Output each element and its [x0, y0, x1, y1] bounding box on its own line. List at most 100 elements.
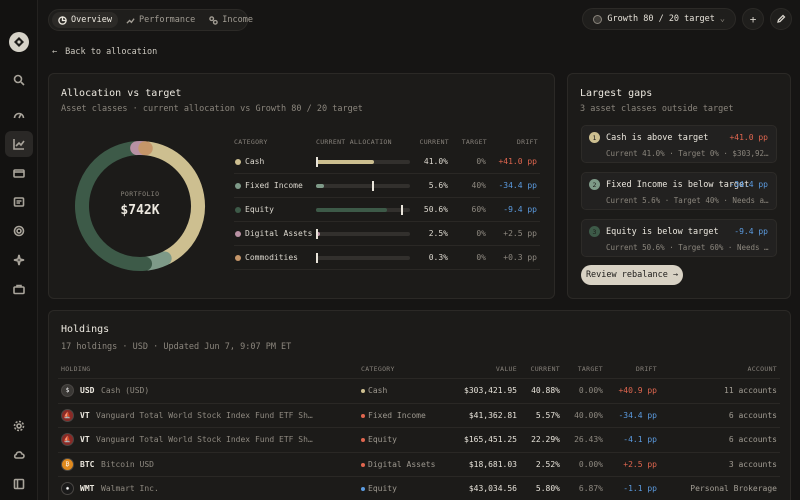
current-value: 5.6% — [428, 181, 448, 190]
allocation-row[interactable]: Commodities 0.3% 0% +0.3 pp — [234, 246, 540, 270]
search-icon[interactable] — [5, 67, 33, 93]
allocation-row[interactable]: Fixed Income 5.6% 40% -34.4 pp — [234, 174, 540, 198]
holding-drift: -34.4 pp — [618, 410, 657, 420]
category-dot — [235, 207, 241, 213]
edit-button[interactable] — [770, 8, 792, 30]
holdings-title: Holdings — [61, 324, 110, 335]
holding-target: 0.00% — [578, 459, 603, 469]
table-row[interactable]: ⛵ VT Vanguard Total World Stock Index Fund… — [58, 427, 780, 451]
cloud-sync-icon[interactable] — [5, 442, 33, 468]
holding-ticker: BTC — [80, 459, 95, 469]
gap-card[interactable]: 2 Fixed Income is below target -34.4 pp Cur… — [581, 172, 777, 210]
donut-segment-equity[interactable] — [75, 141, 153, 271]
document-icon[interactable] — [5, 189, 33, 215]
category-dot — [235, 255, 241, 261]
settings-gear-icon[interactable] — [5, 413, 33, 439]
table-row[interactable]: ₿ BTC Bitcoin USD Digital Assets $18,681.03 2… — [58, 451, 780, 476]
category-dot — [235, 231, 241, 237]
allocation-bar-track — [316, 157, 410, 167]
category-dot — [361, 389, 365, 393]
dashboard-gauge-icon[interactable] — [5, 102, 33, 128]
table-row[interactable]: $ USD Cash (USD) Cash $303,421.95 40.88% 0.00%… — [58, 378, 780, 402]
category-name: Digital Assets — [245, 229, 313, 238]
allocation-row[interactable]: Cash 41.0% 0% +41.0 pp — [234, 150, 540, 174]
holding-value: $41,362.81 — [468, 410, 517, 420]
table-row[interactable]: ✸ WMT Walmart Inc. Equity $43,034.56 5.80% 6.8… — [58, 476, 780, 500]
tab-overview[interactable]: Overview — [52, 12, 118, 28]
holdings-header-holding: HOLDING — [61, 365, 91, 373]
add-button[interactable]: + — [742, 8, 764, 30]
allocation-bar-fill — [316, 184, 324, 188]
tab-income-label: Income — [222, 15, 253, 25]
gaps-subtitle: 3 asset classes outside target — [580, 104, 734, 114]
allocation-donut-chart — [75, 141, 205, 271]
holding-target: 40.00% — [574, 410, 603, 420]
target-marker — [316, 157, 318, 167]
holding-ticker: WMT — [80, 484, 95, 493]
gap-rank-badge: 1 — [589, 132, 600, 143]
gap-value: +41.0 pp — [729, 133, 768, 142]
holdings-header-category: CATEGORY — [361, 365, 395, 373]
category-name: Fixed Income — [245, 181, 303, 190]
gap-title: Cash is above target — [606, 133, 709, 143]
holdings-subtitle: 17 holdings · USD · Updated Jun 7, 9:07 … — [61, 342, 292, 352]
holding-name: Bitcoin USD — [101, 459, 154, 469]
table-row[interactable]: ⛵ VT Vanguard Total World Stock Index Fund… — [58, 402, 780, 427]
chevron-updown-icon: ⌄ — [719, 14, 725, 24]
holding-current: 40.88% — [531, 386, 560, 395]
target-preset-select[interactable]: Growth 80 / 20 target ⌄ — [582, 8, 736, 30]
target-value: 60% — [471, 205, 486, 214]
drift-value: +0.3 pp — [503, 253, 537, 262]
allocation-subtitle: Asset classes · current allocation vs Gr… — [61, 104, 363, 114]
view-tabs: Overview Performance Income — [48, 9, 253, 31]
arrow-left-icon: ← — [52, 47, 58, 57]
holding-account: 3 accounts — [728, 459, 777, 469]
tab-income[interactable]: Income — [203, 12, 259, 28]
collapse-sidebar-icon[interactable] — [5, 471, 33, 497]
app-logo-icon[interactable] — [9, 32, 29, 52]
allocation-row[interactable]: Equity 50.6% 60% -9.4 pp — [234, 198, 540, 222]
gap-rank-badge: 2 — [589, 179, 600, 190]
holding-logo-icon: ₿ — [61, 457, 74, 471]
sparkle-icon[interactable] — [5, 247, 33, 273]
target-value: 40% — [471, 181, 486, 190]
review-rebalance-button[interactable]: Review rebalance → — [581, 265, 683, 285]
holding-value: $303,421.95 — [464, 386, 517, 395]
holding-current: 22.29% — [531, 435, 560, 444]
category-dot — [235, 159, 241, 165]
target-icon[interactable] — [5, 218, 33, 244]
tab-performance[interactable]: Performance — [120, 12, 201, 28]
allocation-bar-fill — [316, 208, 388, 212]
donut-segment-cash[interactable] — [140, 141, 205, 265]
holding-logo-icon: ⛵ — [61, 408, 74, 422]
trend-icon — [126, 17, 135, 24]
holdings-header-current: CURRENT — [530, 365, 560, 373]
allocation-row[interactable]: Digital Assets 2.5% 0% +2.5 pp — [234, 222, 540, 246]
back-to-allocation-link[interactable]: ← Back to allocation — [52, 47, 157, 57]
gap-card[interactable]: 1 Cash is above target +41.0 pp Current 41.… — [581, 125, 777, 163]
holdings-header-target: TARGET — [577, 365, 603, 373]
gap-title: Equity is below target — [606, 227, 719, 237]
allocation-bar-track — [316, 253, 410, 263]
holding-name: Vanguard Total World Stock Index Fund ET… — [96, 435, 313, 444]
preset-dot-icon — [593, 14, 603, 24]
holding-target: 26.43% — [574, 435, 603, 444]
target-value: 0% — [476, 157, 486, 166]
allocation-bar-track — [316, 205, 410, 215]
gap-card[interactable]: 3 Equity is below target -9.4 pp Current 50… — [581, 219, 777, 257]
holding-category: Fixed Income — [368, 410, 426, 420]
holding-category: Cash — [368, 386, 388, 395]
analytics-chart-icon[interactable] — [5, 131, 33, 157]
holding-name: Walmart Inc. — [101, 484, 159, 493]
target-value: 0% — [476, 229, 486, 238]
gap-title: Fixed Income is below target — [606, 180, 750, 190]
donut-center-label: PORTFOLIO — [120, 190, 160, 198]
target-marker — [372, 181, 375, 191]
tab-overview-label: Overview — [71, 15, 112, 25]
category-dot — [361, 487, 365, 491]
wallet-icon[interactable] — [5, 160, 33, 186]
briefcase-icon[interactable] — [5, 276, 33, 302]
holding-ticker: USD — [80, 386, 95, 395]
allocation-bar-track — [316, 229, 410, 239]
category-dot — [235, 183, 241, 189]
